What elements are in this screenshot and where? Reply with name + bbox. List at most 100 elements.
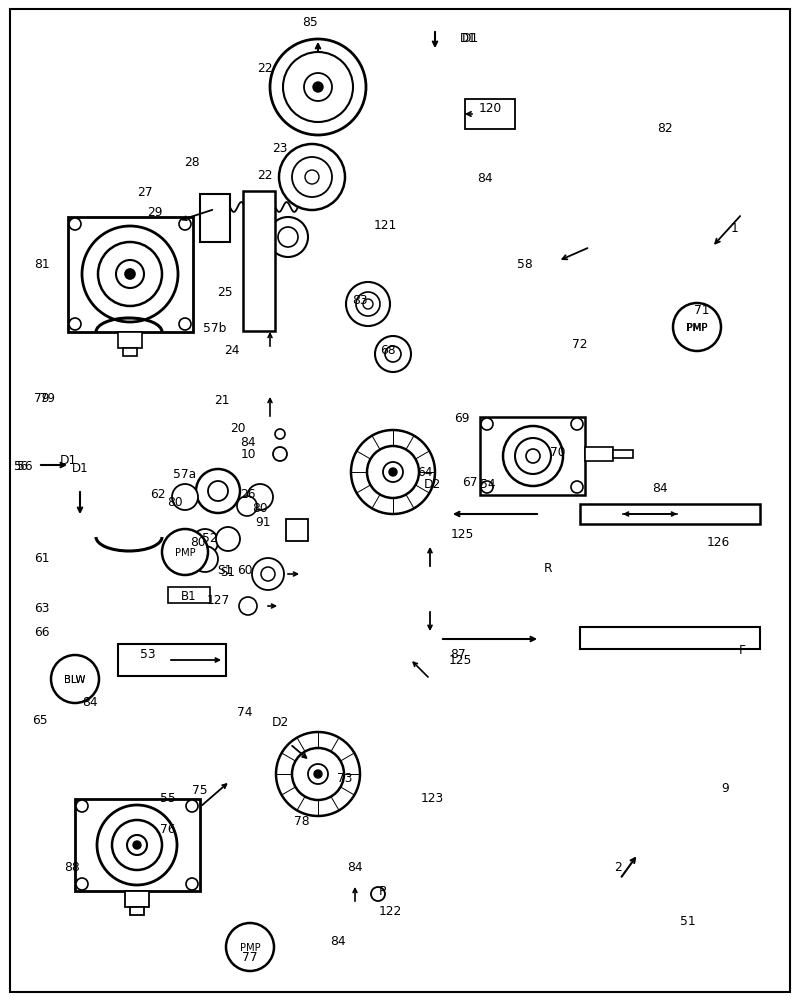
Text: B1: B1 <box>181 589 197 602</box>
Text: 63: 63 <box>34 601 50 614</box>
Circle shape <box>69 319 81 331</box>
Text: 28: 28 <box>184 155 200 168</box>
Bar <box>580 627 760 649</box>
Circle shape <box>98 242 162 307</box>
Text: 52: 52 <box>202 531 218 544</box>
Text: 67: 67 <box>462 475 478 488</box>
Text: 127: 127 <box>206 593 230 606</box>
Text: 55: 55 <box>160 791 176 804</box>
Text: 84: 84 <box>347 861 363 874</box>
Text: 91: 91 <box>255 516 270 529</box>
Circle shape <box>76 878 88 890</box>
Circle shape <box>503 427 563 487</box>
Text: 80: 80 <box>190 536 206 549</box>
Text: 78: 78 <box>294 815 310 828</box>
Text: BLW: BLW <box>64 674 86 684</box>
Text: 65: 65 <box>32 712 48 725</box>
Bar <box>200 194 230 242</box>
Circle shape <box>192 529 218 555</box>
Circle shape <box>216 527 240 551</box>
Circle shape <box>279 145 345 210</box>
Circle shape <box>273 448 287 462</box>
Circle shape <box>127 835 147 855</box>
Text: D1: D1 <box>59 453 77 466</box>
Text: 9: 9 <box>721 781 729 794</box>
Text: 66: 66 <box>34 625 50 638</box>
Text: 25: 25 <box>217 287 233 300</box>
Text: 51: 51 <box>680 915 696 928</box>
Circle shape <box>116 261 144 289</box>
Text: 125: 125 <box>450 528 474 541</box>
Circle shape <box>112 821 162 870</box>
Circle shape <box>247 485 273 510</box>
Text: 84: 84 <box>240 435 256 448</box>
Circle shape <box>186 878 198 890</box>
Circle shape <box>283 53 353 123</box>
Text: 72: 72 <box>572 338 588 351</box>
Text: 84: 84 <box>330 935 346 948</box>
Circle shape <box>179 319 191 331</box>
Circle shape <box>515 439 551 475</box>
Circle shape <box>76 801 88 813</box>
Circle shape <box>186 801 198 813</box>
Text: 23: 23 <box>272 141 288 154</box>
Circle shape <box>278 227 298 247</box>
Text: 74: 74 <box>238 704 253 717</box>
Text: 85: 85 <box>302 15 318 28</box>
Circle shape <box>239 597 257 615</box>
Circle shape <box>268 217 308 258</box>
Text: PMP: PMP <box>686 323 708 333</box>
Text: 54: 54 <box>480 478 496 491</box>
Circle shape <box>367 447 419 499</box>
Text: 26: 26 <box>240 488 256 501</box>
Text: 122: 122 <box>378 905 402 918</box>
Text: 56: 56 <box>13 459 28 472</box>
Text: 68: 68 <box>380 343 396 356</box>
Circle shape <box>375 337 411 373</box>
Text: 27: 27 <box>138 185 153 198</box>
Circle shape <box>192 546 218 572</box>
Text: 60: 60 <box>238 563 253 576</box>
Text: 76: 76 <box>160 823 176 836</box>
Text: 57a: 57a <box>174 468 197 481</box>
Bar <box>168 587 210 603</box>
Text: 77: 77 <box>242 951 258 964</box>
Text: 121: 121 <box>374 218 397 231</box>
Text: D1: D1 <box>462 31 478 44</box>
Circle shape <box>125 270 135 280</box>
Text: 53: 53 <box>140 648 156 661</box>
Circle shape <box>481 419 493 431</box>
Text: 84: 84 <box>652 481 668 494</box>
Circle shape <box>571 419 583 431</box>
Circle shape <box>389 469 397 477</box>
Bar <box>123 349 137 357</box>
Circle shape <box>270 40 366 136</box>
Circle shape <box>571 482 583 494</box>
Circle shape <box>276 732 360 817</box>
Text: 24: 24 <box>224 343 240 356</box>
Bar <box>613 451 633 459</box>
Text: 10: 10 <box>240 448 256 461</box>
Circle shape <box>252 558 284 590</box>
Circle shape <box>673 304 721 352</box>
Bar <box>580 504 760 524</box>
Text: 73: 73 <box>338 771 353 784</box>
Circle shape <box>292 748 344 801</box>
Bar <box>585 448 613 462</box>
Text: 80: 80 <box>167 495 183 508</box>
Circle shape <box>356 293 380 317</box>
Circle shape <box>292 158 332 197</box>
Text: 123: 123 <box>420 791 444 804</box>
Circle shape <box>226 923 274 971</box>
Circle shape <box>162 529 208 575</box>
Bar <box>125 891 149 907</box>
Text: 84: 84 <box>82 695 98 708</box>
Text: 21: 21 <box>214 393 230 406</box>
Text: 20: 20 <box>230 421 246 434</box>
Text: 87: 87 <box>450 648 466 661</box>
Circle shape <box>97 806 177 885</box>
Text: 58: 58 <box>517 259 533 272</box>
Bar <box>68 217 193 333</box>
Text: D1: D1 <box>72 461 88 474</box>
Text: PMP: PMP <box>686 323 707 333</box>
